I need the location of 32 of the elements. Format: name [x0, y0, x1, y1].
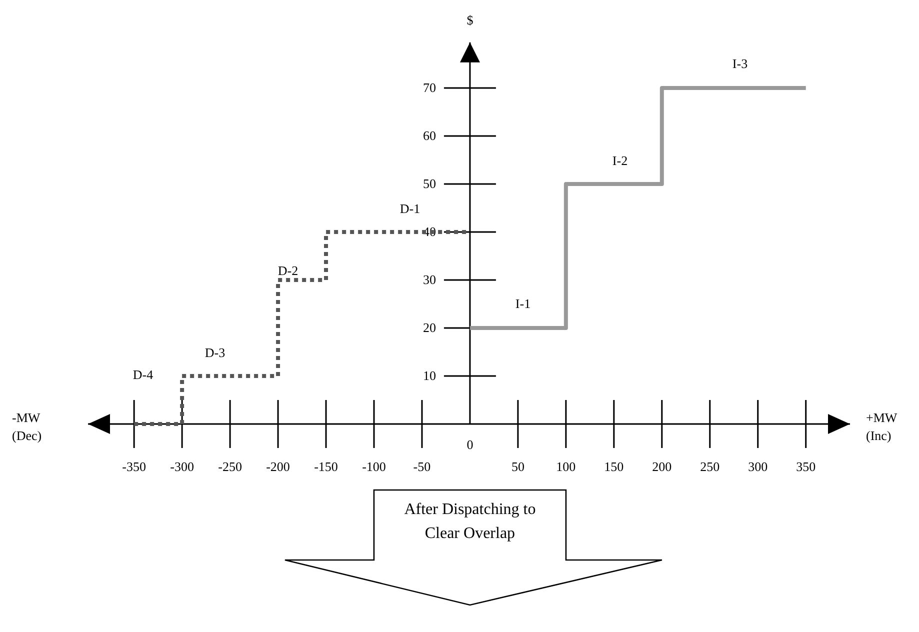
- annotation: D-3: [204, 345, 226, 360]
- x-tick-label: -100: [362, 459, 386, 474]
- x-tick-label: 100: [556, 459, 576, 474]
- x-tick-label: 350: [796, 459, 816, 474]
- x-tick-label: 50: [511, 459, 524, 474]
- x-tick-label: -150: [314, 459, 338, 474]
- y-axis-title: $: [466, 12, 474, 28]
- annotation: D-4: [132, 367, 154, 382]
- x-tick-label: -350: [122, 459, 146, 474]
- annotation: D-2: [278, 263, 298, 278]
- y-tick-label: 60: [422, 128, 436, 144]
- text: After Dispatching to Clear Overlap: [404, 501, 536, 542]
- x-tick-label: 300: [748, 459, 768, 474]
- y-tick-label: 30: [422, 272, 436, 288]
- annotation: I-3: [732, 56, 748, 71]
- y-tick-label: 10: [422, 368, 436, 384]
- y-tick-label: 50: [422, 176, 436, 192]
- x-tick-label: 200: [652, 459, 672, 474]
- x-tick-label: 250: [700, 459, 720, 474]
- x-tick-label: -200: [266, 459, 290, 474]
- annotation: D-1: [400, 201, 420, 216]
- x-tick-label: -250: [218, 459, 242, 474]
- annotation: I-1: [515, 296, 531, 311]
- annotation: I-2: [612, 153, 628, 168]
- x-tick-label: -50: [413, 459, 431, 474]
- x-tick-label: 150: [604, 459, 624, 474]
- x-tick-label: -300: [170, 459, 194, 474]
- y-tick-label: 70: [422, 80, 436, 96]
- text: -MW (Dec): [12, 410, 42, 443]
- y-tick-label: 20: [422, 320, 436, 336]
- x-axis-title: +MW (Inc): [866, 410, 898, 443]
- text: 0: [466, 437, 474, 452]
